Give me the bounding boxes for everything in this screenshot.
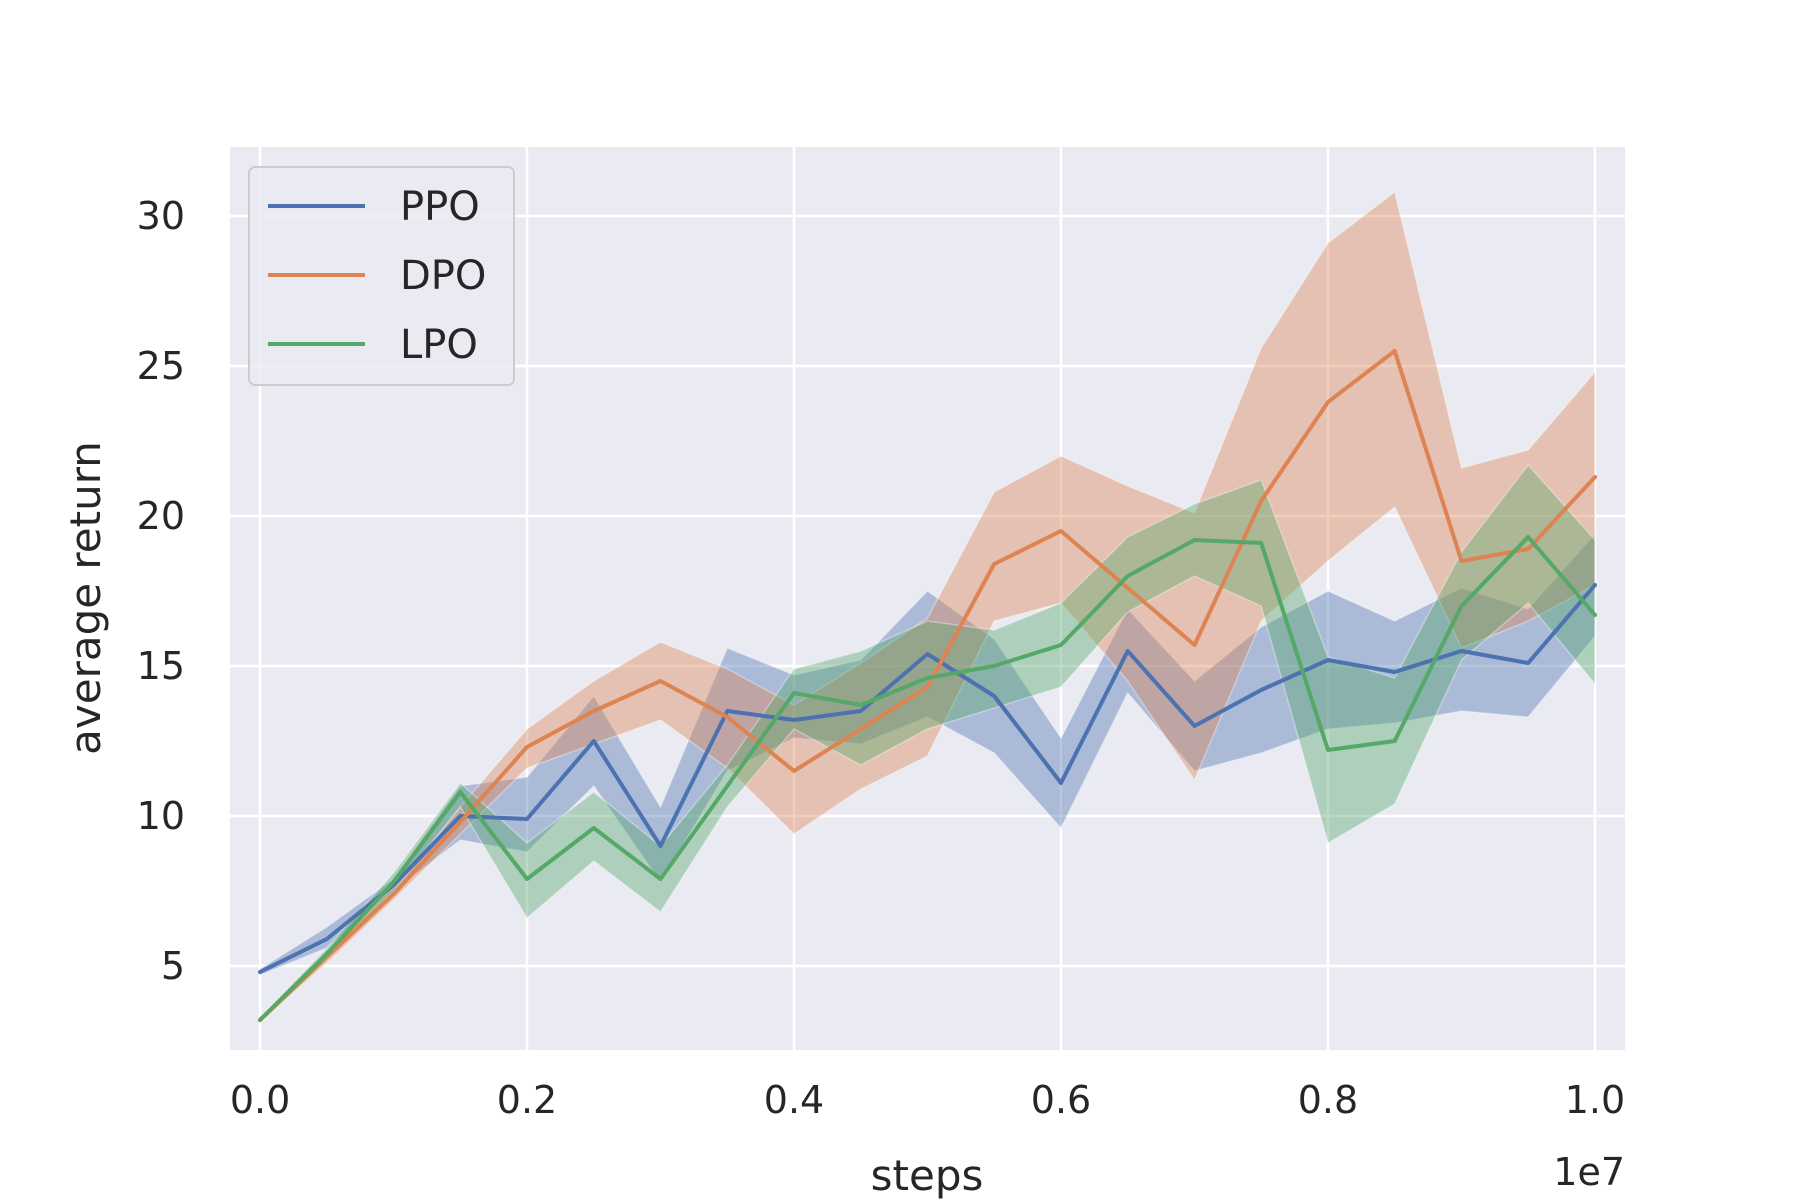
confidence-bands bbox=[259, 190, 1596, 1025]
legend-box bbox=[248, 166, 515, 386]
series-lines bbox=[258, 349, 1597, 1022]
x-tick-labels: 0.0 0.2 0.4 0.6 0.8 1.0 bbox=[230, 1078, 1625, 1122]
x-axis-label: steps bbox=[871, 1151, 984, 1200]
legend-label-dpo: DPO bbox=[400, 253, 486, 299]
y-tick-label: 30 bbox=[137, 194, 185, 238]
y-tick-label: 20 bbox=[137, 494, 185, 538]
lpo-confidence-band bbox=[259, 463, 1596, 1025]
ppo-confidence-band bbox=[259, 532, 1596, 977]
y-tick-label: 10 bbox=[137, 794, 185, 838]
x-tick-label: 0.2 bbox=[497, 1078, 557, 1122]
dpo-line bbox=[258, 349, 1597, 1022]
y-axis-label: average return bbox=[61, 441, 110, 755]
lpo-line bbox=[258, 535, 1597, 1022]
y-tick-label: 15 bbox=[137, 644, 185, 688]
x-tick-label: 0.6 bbox=[1031, 1078, 1091, 1122]
x-tick-label: 0.0 bbox=[230, 1078, 290, 1122]
y-tick-labels: 5 10 15 20 25 30 bbox=[137, 194, 185, 988]
legend-label-ppo: PPO bbox=[400, 184, 480, 230]
x-offset-label: 1e7 bbox=[1553, 1150, 1625, 1194]
legend: PPO DPO LPO bbox=[248, 166, 515, 386]
y-tick-label: 25 bbox=[137, 344, 185, 388]
ppo-line bbox=[258, 583, 1597, 974]
y-tick-label: 5 bbox=[161, 944, 185, 988]
legend-label-lpo: LPO bbox=[400, 322, 478, 368]
x-tick-label: 0.4 bbox=[764, 1078, 824, 1122]
x-tick-label: 0.8 bbox=[1298, 1078, 1358, 1122]
x-tick-label: 1.0 bbox=[1565, 1078, 1625, 1122]
